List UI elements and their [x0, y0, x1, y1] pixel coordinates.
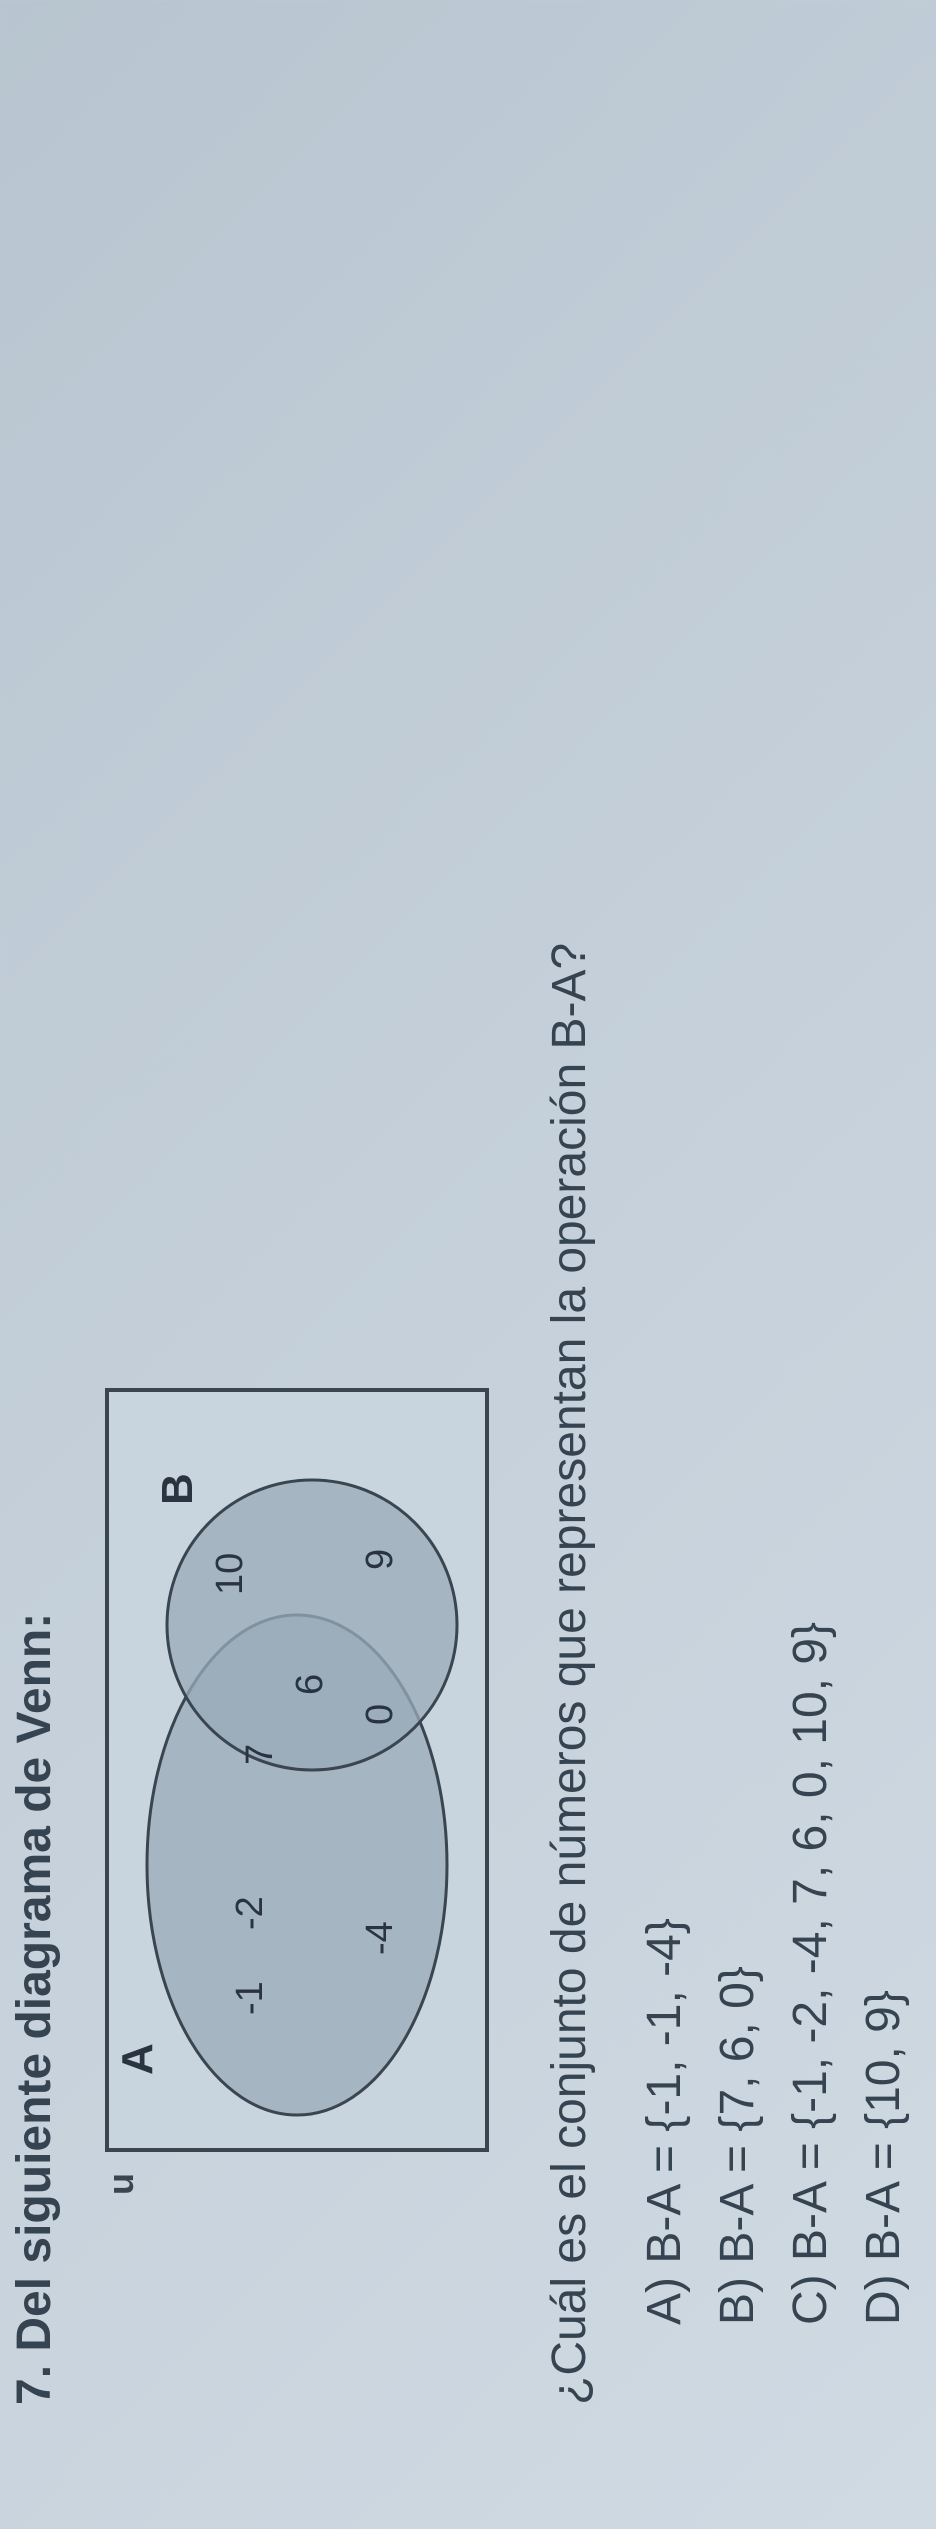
option-letter: C)	[784, 2274, 837, 2325]
option-text: B-A = {10, 9}	[857, 1990, 910, 2261]
venn-element: 0	[359, 1703, 401, 1724]
option-a: A) B-A = {-1, -1, -4}	[637, 125, 692, 2325]
venn-element: 10	[209, 1552, 251, 1594]
option-d: D) B-A = {10, 9}	[856, 125, 911, 2325]
option-letter: A)	[638, 2277, 691, 2325]
option-letter: B)	[711, 2277, 764, 2325]
venn-element: 9	[359, 1548, 401, 1569]
venn-element: -4	[359, 1921, 401, 1955]
venn-element: -2	[229, 1896, 271, 1930]
venn-diagram-container: u A B -1-2-4760109	[92, 125, 502, 2165]
question-title: 7. Del siguiente diagrama de Venn:	[7, 125, 62, 2405]
option-letter: D)	[857, 2274, 910, 2325]
option-text: B-A = {7, 6, 0}	[711, 1966, 764, 2264]
question-number: 7.	[8, 2364, 61, 2404]
venn-diagram: A B -1 -2 -4 7 6 0 10 9	[92, 1375, 502, 2165]
question-title-text: Del siguiente diagrama de Venn:	[8, 1612, 61, 2351]
option-text: B-A = {-1, -2, -4, 7, 6, 0, 10, 9}	[784, 1621, 837, 2260]
universe-label: u	[100, 2173, 142, 2195]
option-b: B) B-A = {7, 6, 0}	[710, 125, 765, 2325]
question-prompt: ¿Cuál es el conjunto de números que repr…	[542, 125, 597, 2405]
set-b-circle	[167, 1480, 457, 1770]
venn-element: 7	[239, 1743, 281, 1764]
options-list: A) B-A = {-1, -1, -4} B) B-A = {7, 6, 0}…	[637, 125, 911, 2325]
set-b-label: B	[153, 1473, 202, 1505]
option-c: C) B-A = {-1, -2, -4, 7, 6, 0, 10, 9}	[783, 125, 838, 2325]
venn-element: -1	[229, 1981, 271, 2015]
option-text: B-A = {-1, -1, -4}	[638, 1918, 691, 2264]
venn-element: 6	[289, 1673, 331, 1694]
page-content: 7. Del siguiente diagrama de Venn: u A B…	[0, 65, 936, 2465]
set-a-label: A	[113, 2043, 162, 2075]
